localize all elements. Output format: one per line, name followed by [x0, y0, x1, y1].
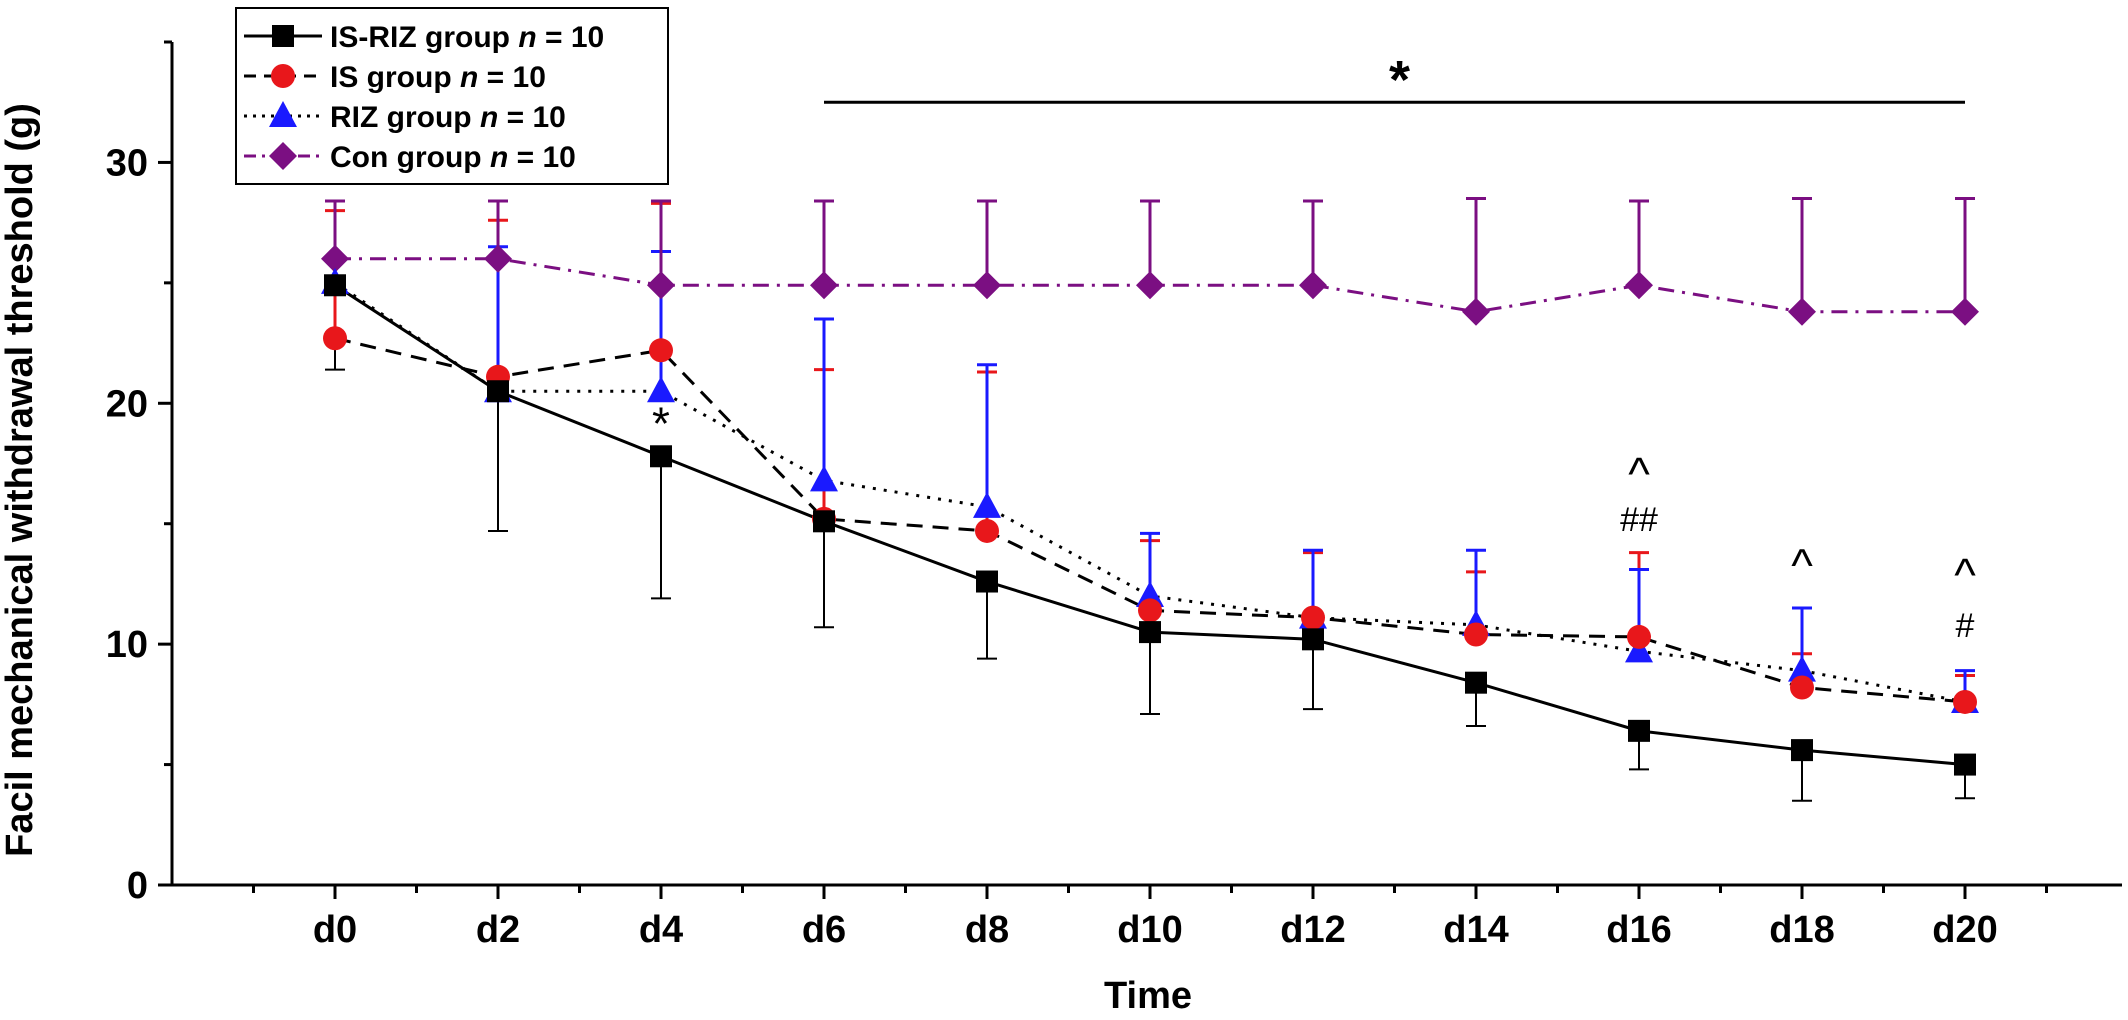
- axes: 0 10 20 30 d0 d2 d4 d6 d8 d10 d12 d14 d16 d18 d20: [106, 40, 2122, 951]
- significance-star: *: [1389, 50, 1410, 110]
- y-tick-label: 10: [106, 624, 148, 666]
- riz-group-point: [1625, 636, 1653, 663]
- x-tick-label: d4: [639, 909, 683, 951]
- is-riz-group-point: [1465, 671, 1487, 694]
- riz-group-point: [1136, 580, 1164, 607]
- annotation: *: [652, 397, 670, 449]
- riz-group-line: [334, 281, 1966, 704]
- is-group-point: [649, 338, 673, 363]
- con-group-point: [1299, 271, 1327, 300]
- riz-group-point: [647, 376, 675, 403]
- is-riz-group-point: [1302, 628, 1324, 651]
- is-riz-group-point: [1791, 739, 1813, 762]
- legend-is-group-marker: [271, 64, 295, 88]
- x-tick-label: d14: [1443, 909, 1508, 951]
- is-riz-group-point: [1139, 621, 1161, 644]
- series-layer: [321, 197, 1979, 802]
- x-tick-label: d20: [1932, 909, 1997, 951]
- is-group-point: [975, 518, 999, 543]
- is-group-point: [323, 326, 347, 351]
- legend-is-group-label: IS group n = 10: [330, 61, 546, 94]
- legend: IS-RIZ group n = 10 IS group n = 10 RIZ gr…: [235, 7, 669, 185]
- con-group-point: [973, 271, 1001, 300]
- is-group-point: [1953, 689, 1977, 714]
- x-tick-label: d0: [313, 909, 357, 951]
- con-group-point: [484, 244, 512, 273]
- con-group-point: [647, 271, 675, 300]
- con-group-point: [1951, 297, 1979, 326]
- annotation: #: [1956, 607, 1975, 645]
- riz-group-point: [1788, 655, 1816, 682]
- x-tick-label: d8: [965, 909, 1009, 951]
- is-riz-group-point: [324, 274, 346, 297]
- con-group-point: [1788, 297, 1816, 326]
- annotation: ^: [1954, 549, 1976, 601]
- con-group-point: [1462, 297, 1490, 326]
- x-tick-label: d2: [476, 909, 520, 951]
- annotation: ^: [1628, 448, 1650, 500]
- annotation-layer: *^##^ ^#*: [652, 50, 1976, 645]
- annotation: ^: [1791, 540, 1813, 592]
- x-tick-label: d18: [1769, 909, 1834, 951]
- legend-is-riz-group-marker: [272, 25, 294, 47]
- legend-con-group-label: Con group n = 10: [330, 141, 576, 174]
- x-tick-label: d6: [802, 909, 846, 951]
- is-riz-group-point: [1954, 753, 1976, 776]
- is-riz-group-point: [813, 510, 835, 533]
- is-group-point: [1790, 675, 1814, 700]
- is-group-point: [1627, 624, 1651, 649]
- legend-is-riz-group-label: IS-RIZ group n = 10: [330, 21, 604, 54]
- legend-riz-group-marker: [269, 101, 297, 127]
- is-riz-group-point: [1628, 719, 1650, 742]
- is-group-point: [1301, 605, 1325, 630]
- y-tick-label: 20: [106, 383, 148, 425]
- riz-group-point: [810, 465, 838, 492]
- con-group-point: [321, 244, 349, 273]
- y-tick-label: 30: [106, 142, 148, 184]
- legend-riz-group-label: RIZ group n = 10: [330, 101, 566, 134]
- con-group-point: [1625, 271, 1653, 300]
- x-tick-label: d10: [1117, 909, 1182, 951]
- is-group-point: [1138, 598, 1162, 623]
- con-group-point: [810, 271, 838, 300]
- x-tick-label: d16: [1606, 909, 1671, 951]
- is-group-point: [1464, 622, 1488, 647]
- is-riz-group-point: [976, 570, 998, 593]
- y-axis-title: Facil mechanical withdrawal threshold (g…: [0, 103, 41, 857]
- series-markers: [321, 244, 1979, 776]
- annotation: ##: [1620, 501, 1658, 539]
- x-tick-label: d12: [1280, 909, 1345, 951]
- riz-group-point: [973, 491, 1001, 518]
- is-riz-group-point: [487, 380, 509, 403]
- is-riz-group-point: [650, 445, 672, 468]
- x-axis-title: Time: [1104, 975, 1192, 1017]
- legend-con-group-marker: [269, 142, 297, 170]
- con-group-point: [1136, 271, 1164, 300]
- y-tick-label: 0: [127, 865, 148, 907]
